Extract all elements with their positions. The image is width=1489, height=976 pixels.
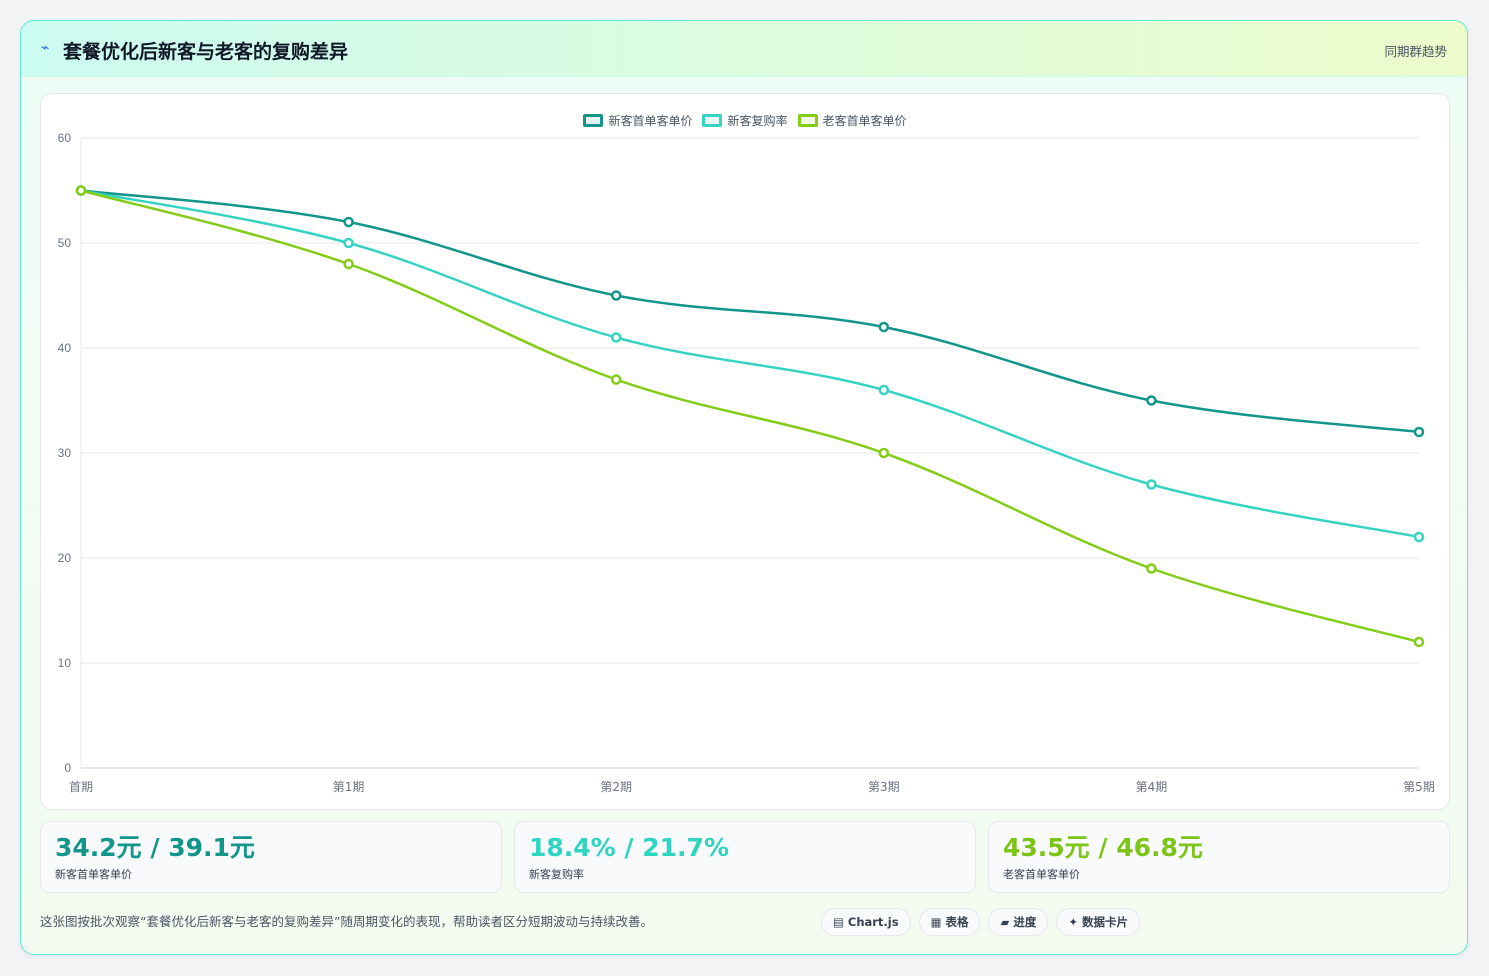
chart-card: ⌁ 套餐优化后新客与老客的复购差异 同期群趋势 新客首单客单价 新客复购率 老客… — [20, 20, 1468, 955]
y-tick-label: 10 — [58, 656, 72, 670]
data-point-2-5 — [1413, 636, 1425, 648]
pill-data-card[interactable]: ✦ 数据卡片 — [1056, 908, 1140, 936]
data-point-0-1 — [343, 216, 354, 228]
legend-item-0[interactable]: 新客首单客单价 — [583, 112, 692, 129]
y-tick-label: 30 — [58, 446, 72, 460]
chart-icon: ▤ — [833, 915, 844, 929]
data-point-0-2 — [610, 290, 622, 301]
data-point-2-2 — [610, 374, 622, 385]
progress-icon: ▰ — [1000, 915, 1010, 929]
stat-card-0: 34.2元 / 39.1元 新客首单客单价 — [40, 821, 502, 893]
chart-legend: 新客首单客单价 新客复购率 老客首单客单价 — [41, 112, 1449, 129]
data-point-0-4 — [1146, 395, 1157, 406]
stat-label-2: 老客首单客单价 — [1003, 868, 1080, 881]
y-tick-label: 60 — [58, 131, 72, 145]
y-tick-label: 20 — [58, 551, 72, 565]
legend-swatch-2 — [797, 114, 818, 127]
trend-icon: ⌁ — [41, 40, 50, 56]
data-point-1-2 — [610, 332, 622, 343]
pill-label: 表格 — [945, 915, 969, 929]
stat-card-1: 18.4% / 21.7% 新客复购率 — [514, 821, 976, 893]
legend-label-2: 老客首单客单价 — [822, 114, 907, 128]
chart-panel: 新客首单客单价 新客复购率 老客首单客单价 0 10 20 30 40 50 60 首期 第1期… — [40, 93, 1450, 810]
x-tick-label: 第3期 — [868, 780, 900, 794]
header-tag: 同期群趋势 — [1384, 44, 1447, 59]
pill-label: 进度 — [1013, 915, 1037, 929]
series-line-2 — [80, 189, 1420, 644]
data-point-2-3 — [878, 447, 890, 459]
table-icon: ▦ — [930, 915, 942, 929]
legend-item-2[interactable]: 老客首单客单价 — [797, 112, 907, 129]
x-tick-label: 第2期 — [600, 780, 632, 794]
card-header: ⌁ 套餐优化后新客与老客的复购差异 同期群趋势 — [21, 21, 1467, 77]
data-point-1-3 — [878, 384, 890, 396]
stat-card-2: 43.5元 / 46.8元 老客首单客单价 — [988, 821, 1450, 893]
legend-label-1: 新客复购率 — [727, 114, 788, 128]
feature-pills: ▤ Chart.js ▦ 表格 ▰ 进度 ✦ 数据卡片 — [821, 908, 1140, 936]
series-line-0 — [80, 189, 1420, 434]
legend-label-0: 新客首单客单价 — [608, 114, 693, 128]
pill-table[interactable]: ▦ 表格 — [918, 908, 981, 936]
stat-value-1: 18.4% / 21.7% — [529, 833, 729, 862]
page-title: 套餐优化后新客与老客的复购差异 — [63, 41, 349, 63]
stat-cards: 34.2元 / 39.1元 新客首单客单价 18.4% / 21.7% 新客复购… — [40, 821, 1450, 893]
data-point-2-0 — [75, 185, 87, 196]
data-point-1-1 — [343, 237, 354, 249]
pill-progress[interactable]: ▰ 进度 — [988, 908, 1049, 936]
series-line-1 — [80, 189, 1420, 539]
data-point-2-1 — [343, 258, 354, 270]
pill-label: 数据卡片 — [1081, 915, 1128, 929]
x-tick-label: 第1期 — [333, 780, 365, 794]
stat-label-0: 新客首单客单价 — [55, 868, 132, 881]
data-point-1-5 — [1413, 531, 1425, 543]
stat-label-1: 新客复购率 — [529, 868, 584, 881]
y-tick-label: 0 — [64, 761, 71, 775]
line-chart: 0 10 20 30 40 50 60 首期 第1期 第2期 第3期 第4期 第5期 — [58, 131, 1435, 794]
footer-note: 这张图按批次观察“套餐优化后新客与老客的复购差异”随周期变化的表现，帮助读者区分… — [40, 914, 653, 929]
sparkle-icon: ✦ — [1068, 915, 1078, 929]
legend-item-1[interactable]: 新客复购率 — [702, 112, 788, 129]
pill-chartjs[interactable]: ▤ Chart.js — [821, 908, 911, 936]
stat-value-2: 43.5元 / 46.8元 — [1003, 833, 1203, 862]
x-tick-label: 首期 — [69, 780, 93, 794]
data-point-2-4 — [1146, 563, 1157, 574]
pill-label: Chart.js — [847, 915, 899, 929]
data-point-0-5 — [1413, 426, 1425, 438]
legend-swatch-0 — [583, 114, 604, 127]
data-point-0-3 — [878, 321, 890, 333]
x-tick-label: 第4期 — [1136, 780, 1168, 794]
y-tick-label: 40 — [58, 341, 72, 355]
y-tick-label: 50 — [58, 236, 72, 250]
x-tick-label: 第5期 — [1403, 780, 1435, 794]
stat-value-0: 34.2元 / 39.1元 — [55, 833, 255, 862]
legend-swatch-1 — [702, 114, 723, 127]
data-point-1-4 — [1146, 479, 1157, 490]
